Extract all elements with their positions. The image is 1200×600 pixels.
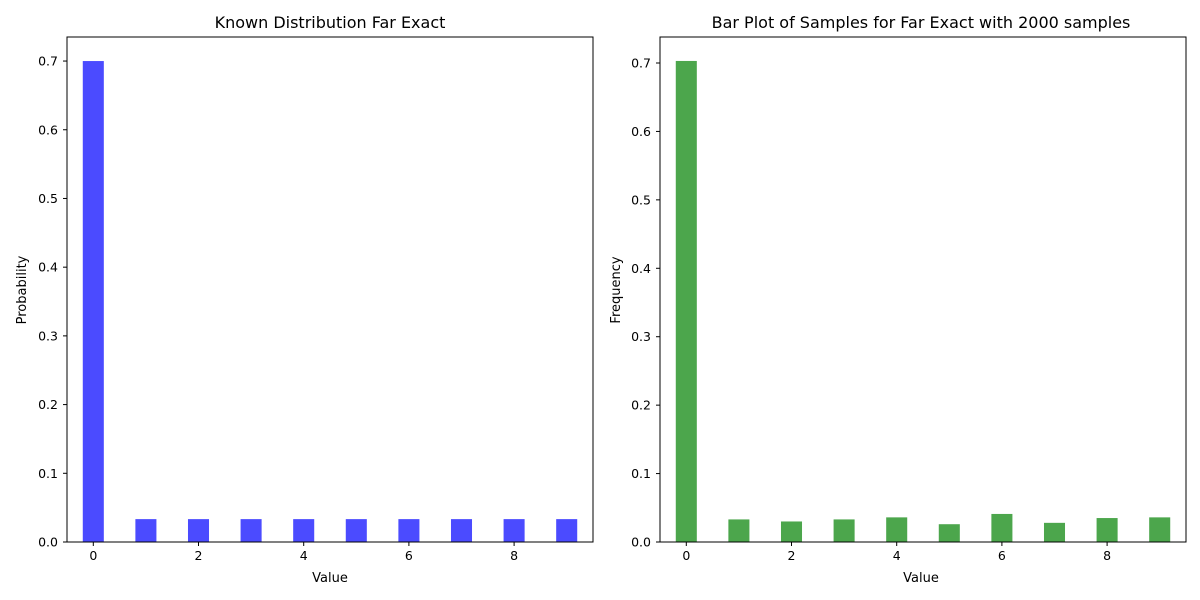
y-tick-label: 0.2 (38, 397, 58, 412)
y-tick-label: 0.4 (38, 260, 58, 275)
bar-value-0 (82, 61, 104, 543)
bar-value-2 (780, 521, 803, 542)
bar-value-5 (345, 519, 367, 542)
y-tick-label: 0.0 (38, 535, 58, 550)
y-tick-label: 0.7 (631, 56, 651, 71)
x-tick-label: 8 (510, 548, 518, 563)
bar-value-4 (886, 517, 908, 542)
bar-value-8 (503, 519, 525, 542)
y-tick-label: 0.7 (38, 54, 58, 69)
y-ticks-group: 0.0 0.1 0.2 0.3 0.4 0.5 0.6 0.7 (38, 54, 67, 550)
bar-value-7 (450, 519, 473, 542)
chart-panel-sample-bar-plot: Bar Plot of Samples for Far Exact with 2… (609, 13, 1187, 586)
bars-group (675, 60, 1171, 543)
x-tick-label: 0 (682, 548, 690, 563)
bar-value-0 (675, 60, 697, 543)
y-tick-label: 0.3 (38, 328, 58, 343)
y-tick-label: 0.3 (631, 329, 651, 344)
bar-value-6 (991, 513, 1013, 542)
bar-value-3 (240, 519, 262, 542)
bar-value-9 (1149, 517, 1171, 542)
x-tick-label: 6 (998, 548, 1006, 563)
y-tick-label: 0.5 (631, 192, 651, 207)
y-tick-label: 0.1 (631, 466, 651, 481)
y-tick-label: 0.0 (631, 535, 651, 550)
y-axis-label: Probability (15, 255, 30, 324)
x-axis-label: Value (312, 571, 348, 586)
x-tick-label: 4 (893, 548, 901, 563)
bar-value-3 (833, 519, 855, 542)
x-tick-label: 2 (788, 548, 796, 563)
x-ticks-group: 0 2 4 6 8 (89, 542, 518, 563)
x-axis-label: Value (903, 571, 939, 586)
y-ticks-group: 0.0 0.1 0.2 0.3 0.4 0.5 0.6 0.7 (631, 56, 660, 550)
x-tick-label: 0 (89, 548, 97, 563)
chart-title: Known Distribution Far Exact (215, 13, 446, 32)
bar-value-1 (135, 519, 157, 542)
x-tick-label: 4 (300, 548, 308, 563)
y-tick-label: 0.5 (38, 191, 58, 206)
bar-value-9 (556, 519, 578, 542)
x-ticks-group: 0 2 4 6 8 (682, 542, 1111, 563)
chart-panel-known-distribution: Known Distribution Far Exact Value Proba… (15, 13, 594, 586)
y-tick-label: 0.2 (631, 398, 651, 413)
chart-title: Bar Plot of Samples for Far Exact with 2… (712, 13, 1131, 32)
bar-value-8 (1096, 518, 1118, 542)
bars-group (82, 61, 578, 543)
bar-value-2 (187, 519, 210, 542)
y-tick-label: 0.1 (38, 466, 58, 481)
x-tick-label: 8 (1103, 548, 1111, 563)
plot-frame (66, 36, 594, 543)
bar-value-4 (293, 519, 315, 542)
y-tick-label: 0.4 (631, 261, 651, 276)
y-tick-label: 0.6 (38, 122, 58, 137)
bar-value-7 (1043, 522, 1066, 542)
bar-value-6 (398, 519, 420, 542)
plot-frame (659, 36, 1187, 543)
y-tick-label: 0.6 (631, 124, 651, 139)
y-axis-label: Frequency (609, 256, 624, 323)
x-tick-label: 2 (195, 548, 203, 563)
x-tick-label: 6 (405, 548, 413, 563)
bar-value-5 (938, 524, 960, 542)
bar-value-1 (728, 519, 750, 542)
